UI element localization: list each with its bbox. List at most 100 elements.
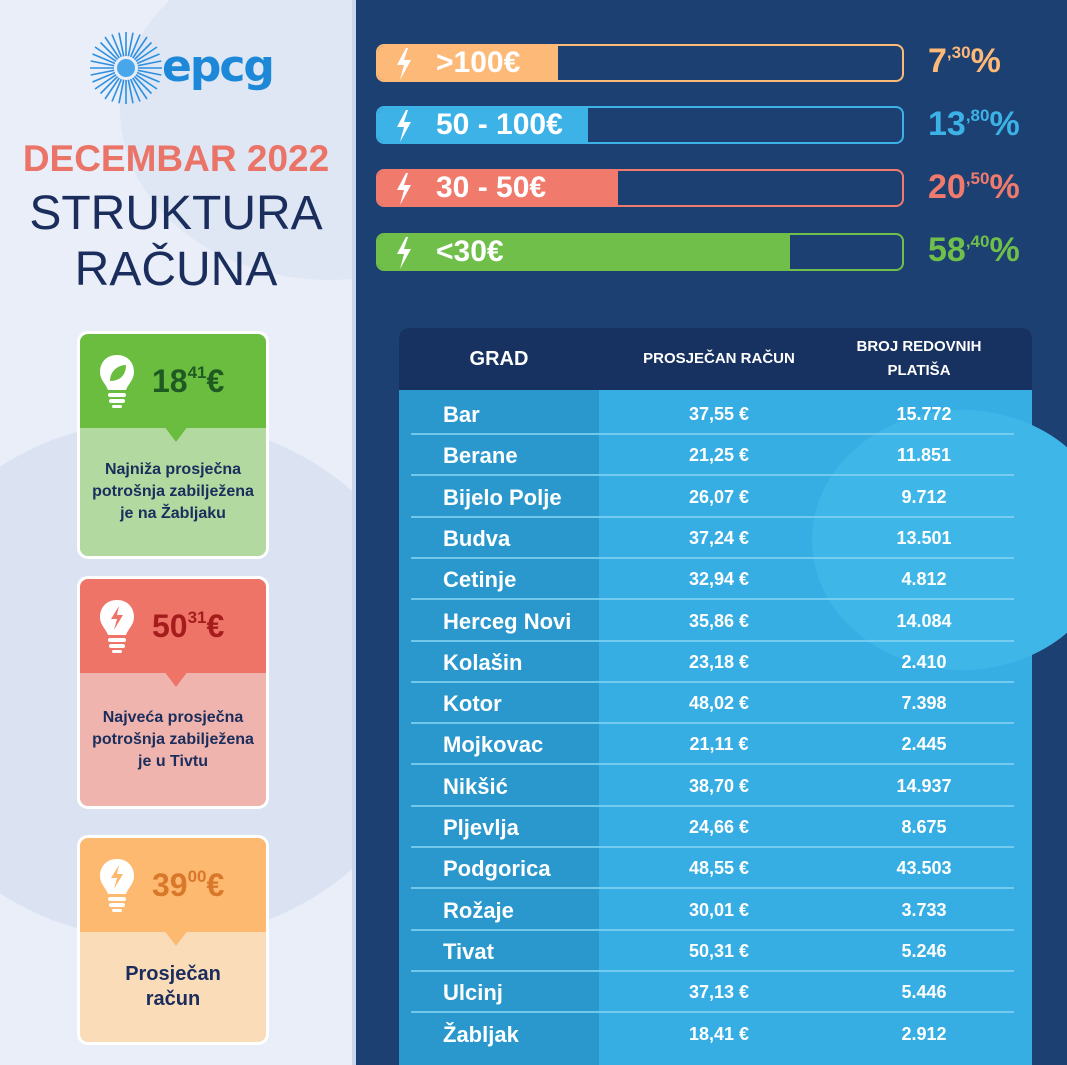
table-row: Tivat 50,31 € 5.246 — [399, 931, 1032, 972]
bar-fill — [378, 171, 618, 205]
avg-bill-cell: 26,07 € — [688, 486, 750, 507]
row-divider — [411, 1011, 1014, 1014]
card-text-line: račun — [145, 988, 201, 1010]
payers-cell: 9.712 — [901, 486, 947, 507]
card-pointer — [164, 426, 188, 442]
row-divider — [411, 722, 1014, 725]
table-row: Mojkovac 21,11 € 2.445 — [399, 724, 1032, 766]
bar-fill — [378, 108, 588, 142]
card-text-line: Najniža prosječna — [104, 461, 242, 478]
epcg-logo: epcg — [88, 30, 275, 106]
avg-bill-cell: 32,94 € — [688, 569, 750, 590]
city-cell: Kolašin — [443, 649, 523, 675]
bolt-icon — [397, 237, 411, 269]
average-bill-card: 3900€ Prosječan račun — [80, 838, 266, 1042]
header-payers: BROJ REDOVNIH PLATIŠA — [856, 338, 982, 379]
card-header: 1841€ — [80, 334, 266, 442]
row-divider — [411, 969, 1014, 972]
bar-percentage: 20,50% — [928, 168, 1020, 206]
background-wave — [812, 410, 1067, 670]
row-divider — [411, 846, 1014, 848]
payers-cell: 14.084 — [896, 610, 952, 631]
card-description: Najveća prosječna potrošnja zabilježena … — [80, 673, 266, 806]
bolt-bulb-icon — [100, 859, 134, 912]
card-text-line: Najveća prosječna — [102, 708, 244, 726]
header-avg-bill: PROSJEČAN RAČUN — [643, 350, 795, 367]
city-column-bg — [399, 390, 599, 1065]
avg-bill-cell: 21,11 € — [689, 734, 749, 755]
card-text-line: Prosječan — [125, 963, 221, 985]
table-row: Pljevlja 24,66 € 8.675 — [399, 807, 1032, 848]
bar-percentage: 7,30% — [928, 42, 1001, 80]
bar-under-30: <30€ — [376, 233, 904, 271]
card-text-line: potrošnja zabilježena — [92, 483, 254, 500]
header-city: GRAD — [469, 347, 529, 370]
city-cell: Bijelo Polje — [443, 484, 562, 510]
bar-label: 50 - 100€ — [436, 108, 563, 141]
city-cell: Berane — [443, 443, 518, 469]
row-divider — [411, 598, 1014, 601]
max-bill-card: 5031€ Najveća prosječna potrošnja zabilj… — [80, 579, 266, 806]
table-row: Herceg Novi 35,86 € 14.084 — [399, 601, 1032, 642]
row-divider — [411, 515, 1014, 518]
bar-percentage: 13,80% — [928, 105, 1020, 143]
bar-percentage: 58,40% — [928, 231, 1020, 269]
table-row: Podgorica 48,55 € 43.503 — [399, 848, 1032, 890]
avg-bill-cell: 21,25 € — [688, 445, 750, 466]
payers-cell: 15.772 — [896, 404, 952, 424]
table-row: Ulcinj 37,13 € 5.446 — [399, 972, 1032, 1014]
row-divider — [411, 804, 1014, 807]
panel-divider — [352, 0, 356, 1065]
leaf-bulb-icon — [100, 355, 134, 408]
payers-cell: 2.410 — [901, 651, 947, 672]
bar-fill — [378, 235, 790, 269]
avg-bill-cell: 18,41 € — [688, 1023, 750, 1044]
city-cell: Kotor — [443, 691, 502, 717]
card-text-line: je na Žabljaku — [120, 505, 226, 522]
payers-cell: 8.675 — [901, 817, 947, 837]
title-line: RAČUNA — [74, 243, 278, 296]
city-cell: Budva — [443, 525, 511, 551]
title-line: STRUKTURA — [29, 187, 323, 240]
city-bill-table: GRAD PROSJEČAN RAČUN BROJ REDOVNIH PLATI… — [399, 328, 1067, 1065]
row-divider — [411, 556, 1014, 559]
payers-cell: 5.246 — [901, 940, 947, 961]
payers-cell: 5.446 — [901, 982, 947, 1003]
avg-bill-cell: 48,55 € — [688, 858, 750, 879]
min-bill-card: 1841€ Najniža prosječna potrošnja zabilj… — [80, 334, 266, 556]
card-text-line: potrošnja zabilježena — [92, 730, 254, 748]
row-divider — [411, 474, 1014, 477]
card-value: 5031€ — [152, 607, 225, 644]
city-cell: Podgorica — [443, 856, 551, 882]
card-value: 1841€ — [152, 362, 225, 399]
row-divider — [411, 887, 1014, 890]
city-cell: Žabljak — [443, 1021, 519, 1047]
avg-bill-cell: 30,01 € — [688, 899, 750, 920]
bolt-icon — [397, 173, 411, 205]
avg-bill-cell: 48,02 € — [688, 693, 750, 714]
payers-cell: 43.503 — [896, 858, 952, 879]
bolt-icon — [397, 48, 411, 80]
avg-bill-cell: 38,70 € — [688, 775, 750, 796]
table-row: Rožaje 30,01 € 3.733 — [399, 890, 1032, 931]
table-row: Žabljak 18,41 € 2.912 — [399, 1014, 1032, 1055]
city-cell: Bar — [443, 402, 480, 427]
card-pointer — [164, 930, 188, 946]
payers-cell: 2.445 — [901, 734, 947, 755]
bar-label: >100€ — [436, 46, 521, 79]
card-header: 5031€ — [80, 579, 266, 687]
avg-bill-cell: 35,86 € — [688, 610, 750, 631]
table-row: Bijelo Polje 26,07 € 9.712 — [399, 477, 1032, 518]
table-row: Kolašin 23,18 € 2.410 — [399, 642, 1032, 683]
payers-cell: 11.851 — [896, 445, 952, 466]
city-cell: Herceg Novi — [443, 608, 572, 634]
row-divider — [411, 639, 1014, 642]
payers-cell: 7.398 — [901, 693, 947, 714]
avg-bill-cell: 23,18 € — [688, 651, 750, 672]
bolt-bulb-icon — [100, 600, 134, 653]
card-header: 3900€ — [80, 838, 266, 946]
table-row: Cetinje 32,94 € 4.812 — [399, 559, 1032, 601]
avg-bill-cell: 37,24 € — [688, 527, 750, 548]
table-row: Kotor 48,02 € 7.398 — [399, 683, 1032, 725]
table-row: Berane 21,25 € 11.851 — [399, 435, 1032, 477]
